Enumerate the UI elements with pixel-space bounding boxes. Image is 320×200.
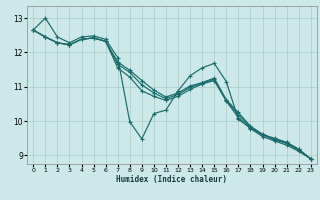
X-axis label: Humidex (Indice chaleur): Humidex (Indice chaleur) (116, 175, 228, 184)
